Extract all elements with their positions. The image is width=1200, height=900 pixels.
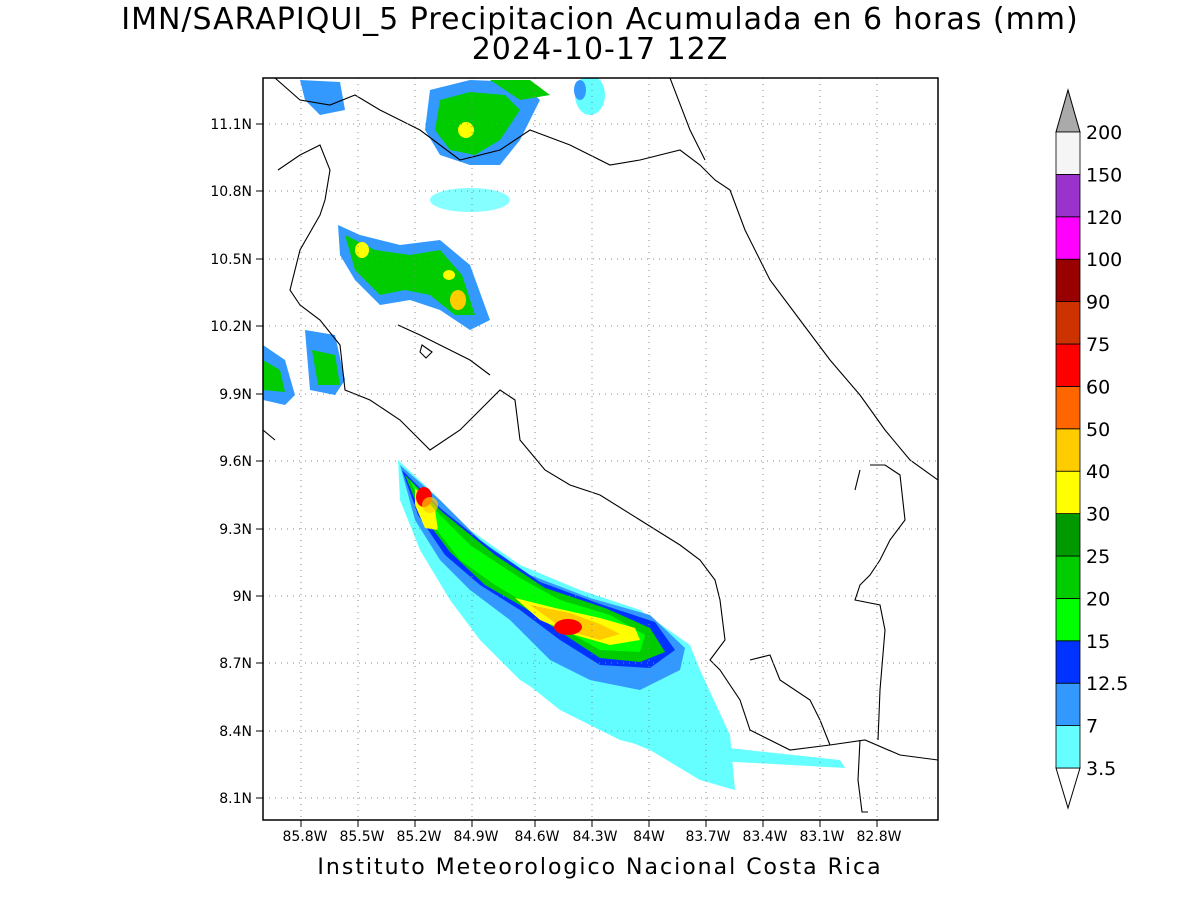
legend-level-label: 20 [1086,588,1110,610]
precipitation-field [263,78,845,790]
lon-tick-label: 84.3W [572,829,617,845]
legend-level-label: 50 [1086,419,1110,441]
lon-tick-label: 85.5W [339,829,384,845]
coastline [263,78,938,813]
legend-color-swatch [1055,258,1081,303]
legend-color-swatch [1055,682,1081,727]
legend-color-swatch [1055,173,1081,218]
legend-level-label: 30 [1086,504,1110,526]
lon-tick-label: 85.2W [396,829,441,845]
legend-level-label: 7 [1086,716,1098,738]
legend-color-swatch [1055,216,1081,260]
legend-level-label: 60 [1086,376,1110,398]
legend-color-swatch [1055,428,1081,472]
lon-tick-label: 84.9W [453,829,498,845]
lat-tick-label: 10.2N [210,319,252,335]
legend-level-label: 120 [1086,207,1122,229]
legend-under-arrow [1055,767,1081,810]
lon-tick-label: 83.4W [742,829,787,845]
legend-level-label: 12.5 [1086,673,1128,695]
lon-tick-label: 82.8W [856,829,901,845]
lon-tick-label: 83.1W [799,829,844,845]
legend-level-label: 100 [1086,249,1122,271]
map-title: IMN/SARAPIQUI_5 Precipitacion Acumulada … [121,2,1079,37]
legend-level-label: 90 [1086,292,1110,314]
footer-credit: Instituto Meteorologico Nacional Costa R… [317,855,883,880]
legend-level-label: 25 [1086,546,1110,568]
legend-color-swatch [1055,640,1081,684]
lat-tick-label: 9.6N [219,454,252,470]
legend-level-label: 75 [1086,334,1110,356]
lon-tick-label: 84.6W [514,829,559,845]
legend-level-label: 3.5 [1086,758,1116,780]
legend-over-arrow [1055,88,1081,133]
lat-axis: 11.1N 10.8N 10.5N 10.2N 9.9N 9.6N 9.3N 9… [210,117,263,807]
legend-level-label: 40 [1086,461,1110,483]
lat-tick-label: 10.5N [210,252,252,268]
legend-color-swatch [1055,301,1081,345]
legend-color-swatch [1055,725,1081,769]
legend-level-label: 200 [1086,122,1122,144]
map-frame [262,77,939,821]
lat-tick-label: 10.8N [210,184,252,200]
graticule [263,78,938,820]
lat-tick-label: 9.3N [219,522,252,538]
legend-color-swatch [1055,343,1081,387]
legend-color-swatch [1055,385,1081,430]
lat-tick-label: 8.4N [219,724,252,740]
lon-tick-label: 84W [633,829,665,845]
lat-tick-label: 8.7N [219,656,252,672]
lon-axis: 85.8W 85.5W 85.2W 84.9W 84.6W 84.3W 84W … [282,820,902,845]
lat-tick-label: 8.1N [219,791,252,807]
map-subtitle-date: 2024-10-17 12Z [471,32,729,67]
legend-color-swatch [1055,598,1081,642]
lat-tick-label: 11.1N [210,117,252,133]
legend-level-label: 15 [1086,631,1110,653]
lat-tick-label: 9N [233,589,252,605]
legend-color-swatch [1055,470,1081,515]
legend-level-label: 150 [1086,164,1122,186]
lat-tick-label: 9.9N [219,387,252,403]
legend-color-swatch [1055,513,1081,557]
lon-tick-label: 83.7W [685,829,730,845]
lon-tick-label: 85.8W [282,829,327,845]
legend-color-swatch [1055,555,1081,599]
legend-color-swatch [1055,131,1081,175]
